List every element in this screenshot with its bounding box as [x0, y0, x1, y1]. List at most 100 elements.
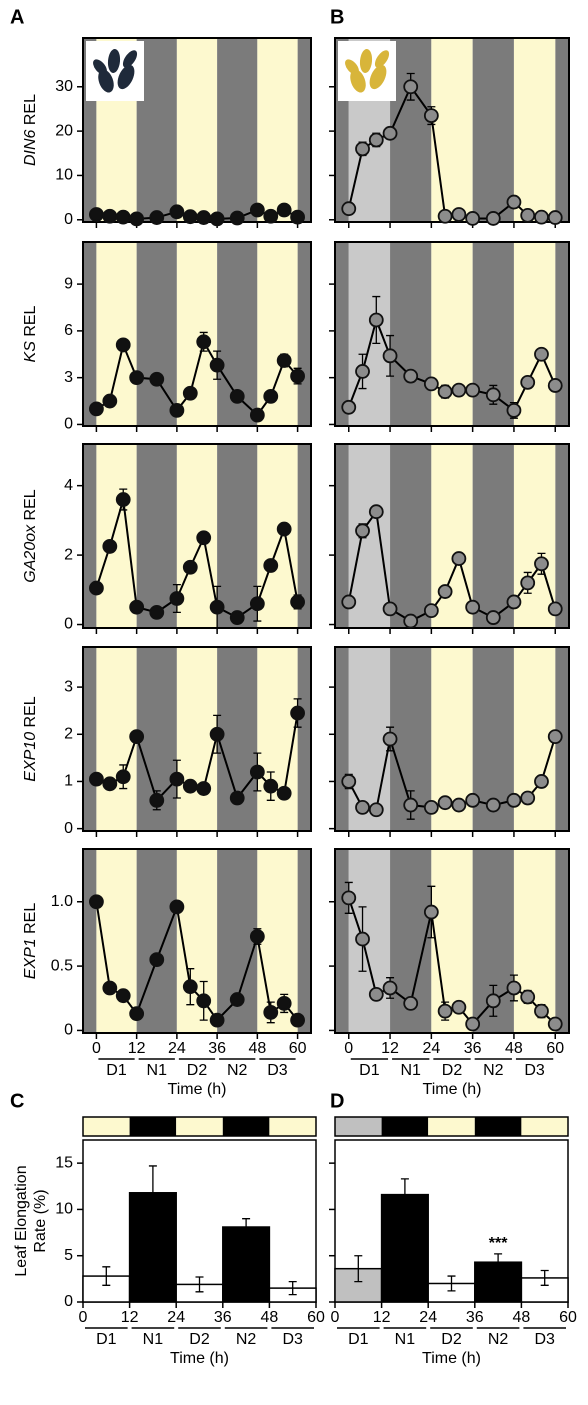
y-axis-title: Leaf Elongation — [13, 1165, 30, 1276]
data-point — [466, 212, 479, 225]
y-axis-title: GA20ox REL — [22, 489, 39, 582]
data-point — [251, 597, 264, 610]
data-point — [549, 602, 562, 615]
data-point — [370, 803, 383, 816]
night-band — [83, 849, 96, 1033]
data-point — [103, 540, 116, 553]
x-tick-label: 36 — [464, 1040, 482, 1057]
data-point — [150, 794, 163, 807]
figure: 0102030ADIN6 REL0369KS REL024GA20ox REL0… — [0, 0, 588, 1405]
phase-band — [257, 647, 297, 831]
x-tick-label: 48 — [248, 1040, 266, 1057]
y-tick-label: 1 — [64, 773, 73, 790]
data-point — [90, 208, 103, 221]
period-label: D2 — [442, 1062, 463, 1079]
y-tick-label: 6 — [64, 322, 73, 339]
x-tick-label: 24 — [167, 1309, 185, 1326]
x-tick-label: 12 — [128, 1040, 146, 1057]
data-point — [170, 773, 183, 786]
data-point — [211, 728, 224, 741]
y-tick-label: 9 — [64, 275, 73, 292]
phase-band — [473, 38, 514, 222]
y-tick-label: 20 — [55, 122, 73, 139]
data-point — [535, 775, 548, 788]
period-label: D3 — [282, 1331, 303, 1348]
bar — [223, 1227, 270, 1302]
period-label: D1 — [359, 1062, 380, 1079]
data-point — [211, 359, 224, 372]
phase-band — [137, 242, 177, 426]
data-point — [384, 981, 397, 994]
y-axis-title: Rate (%) — [32, 1189, 49, 1252]
gene-name: EXP1 — [22, 938, 39, 979]
data-point — [370, 505, 383, 518]
data-point — [452, 208, 465, 221]
unit: REL — [22, 305, 39, 341]
period-label: N1 — [143, 1331, 164, 1348]
data-point — [264, 780, 277, 793]
unit: REL — [22, 696, 39, 732]
data-point — [384, 127, 397, 140]
data-point — [197, 335, 210, 348]
data-point — [90, 402, 103, 415]
gene-name: KS — [22, 341, 39, 363]
data-point — [452, 1001, 465, 1014]
y-tick-label: 3 — [64, 678, 73, 695]
data-point — [466, 601, 479, 614]
data-point — [370, 988, 383, 1001]
y-tick-label: 1.0 — [51, 893, 73, 910]
data-point — [521, 791, 534, 804]
data-point — [117, 989, 130, 1002]
x-tick-label: 48 — [261, 1309, 279, 1326]
data-point — [535, 348, 548, 361]
night-band — [298, 849, 311, 1033]
phase-strip — [176, 1117, 223, 1136]
night-band — [298, 242, 311, 426]
data-point — [425, 604, 438, 617]
data-point — [425, 801, 438, 814]
data-point — [184, 210, 197, 223]
period-label: N2 — [488, 1331, 509, 1348]
data-point — [439, 796, 452, 809]
x-tick-label: 12 — [121, 1309, 139, 1326]
data-point — [90, 773, 103, 786]
phase-band — [431, 242, 472, 426]
data-point — [130, 601, 143, 614]
x-axis-title: Time (h) — [168, 1081, 227, 1098]
panel-label: C — [10, 1090, 24, 1112]
unit: REL — [22, 489, 39, 525]
panel-label: D — [330, 1090, 344, 1112]
phase-strip — [521, 1117, 568, 1136]
y-tick-label: 0 — [64, 616, 73, 633]
data-point — [521, 576, 534, 589]
data-point — [197, 531, 210, 544]
night-band — [83, 444, 96, 628]
significance-label: *** — [489, 1235, 508, 1252]
x-tick-label: 0 — [92, 1040, 101, 1057]
data-point — [487, 388, 500, 401]
data-point — [103, 210, 116, 223]
data-point — [404, 80, 417, 93]
data-point — [130, 371, 143, 384]
data-point — [404, 370, 417, 383]
night-band — [555, 444, 569, 628]
data-point — [466, 794, 479, 807]
y-tick-label: 0 — [64, 820, 73, 837]
x-tick-label: 0 — [331, 1309, 340, 1326]
x-tick-label: 60 — [307, 1309, 325, 1326]
x-tick-label: 36 — [208, 1040, 226, 1057]
data-point — [90, 895, 103, 908]
data-point — [150, 953, 163, 966]
x-tick-label: 24 — [419, 1309, 437, 1326]
night-band — [555, 849, 569, 1033]
period-label: N2 — [236, 1331, 257, 1348]
data-point — [452, 799, 465, 812]
phase-band — [390, 242, 431, 426]
data-point — [487, 994, 500, 1007]
gene-name: EXP10 — [22, 732, 39, 782]
data-point — [278, 523, 291, 536]
phase-strip — [83, 1117, 130, 1136]
data-point — [342, 401, 355, 414]
data-point — [356, 142, 369, 155]
data-point — [507, 595, 520, 608]
